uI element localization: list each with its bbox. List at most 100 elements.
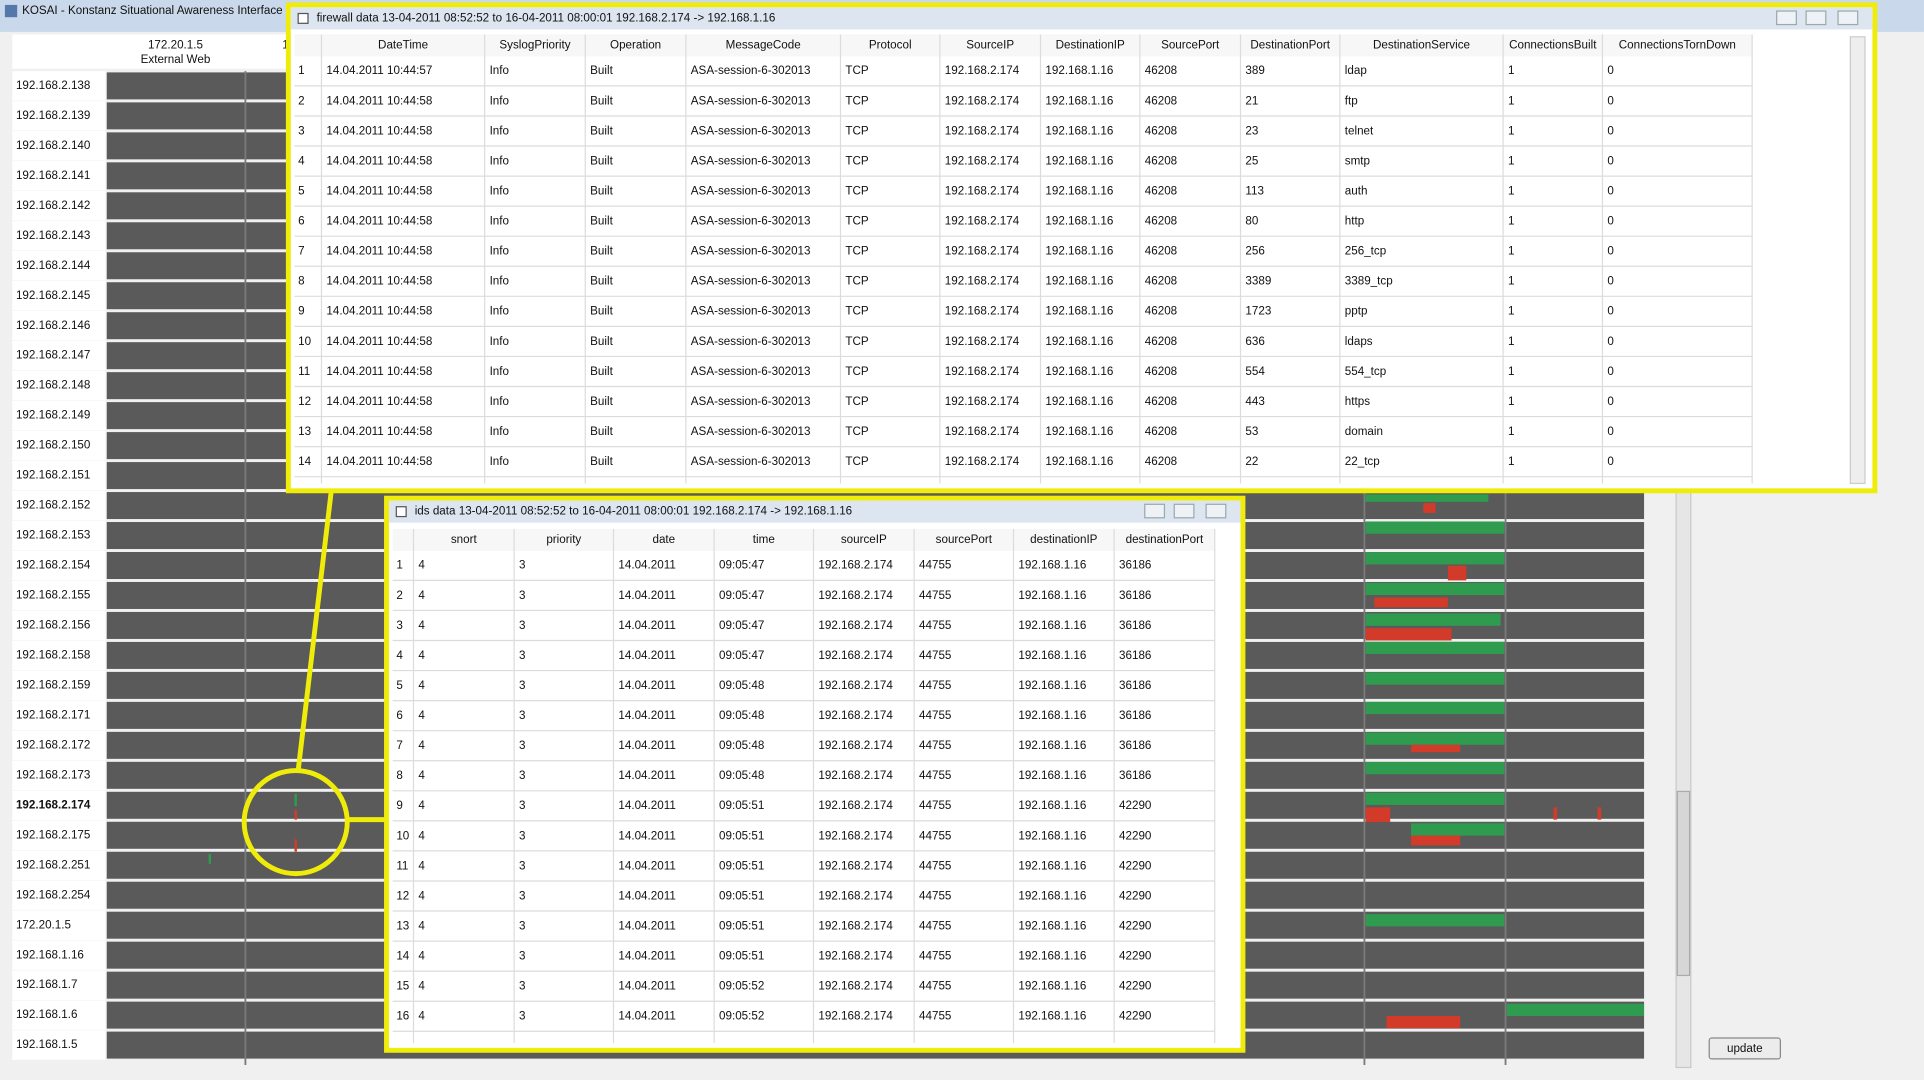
host-label-cell <box>12 820 106 851</box>
cell: auth <box>1345 184 1368 197</box>
row-number: 7 <box>298 245 304 258</box>
cell: 46208 <box>1145 425 1177 438</box>
cell: 1 <box>1508 335 1514 348</box>
cell: 443 <box>1245 395 1264 408</box>
row-number: 15 <box>396 980 409 993</box>
cell: 0 <box>1607 154 1614 167</box>
cell: 23 <box>1245 124 1258 137</box>
row-number: 12 <box>298 395 311 408</box>
cell: 0 <box>1607 425 1614 438</box>
cell: Built <box>590 425 613 438</box>
window-button[interactable] <box>1173 503 1195 519</box>
host-label-cell <box>12 550 106 581</box>
cell: Built <box>590 184 613 197</box>
cell: 256 <box>1245 245 1264 258</box>
row-number: 14 <box>298 455 311 468</box>
column-ip: 172.20.1.5 <box>148 38 203 51</box>
cell: 1723 <box>1245 305 1271 318</box>
host-label: 192.168.1.16 <box>16 948 84 961</box>
row-number: 7 <box>396 739 402 752</box>
cell: ftp <box>1345 94 1358 107</box>
scrollbar-thumb <box>1676 790 1691 977</box>
cell: 3 <box>519 859 525 872</box>
host-label: 192.168.2.155 <box>16 589 90 602</box>
cell: TCP <box>845 365 869 378</box>
cell: 46208 <box>1145 395 1177 408</box>
cell: 14.04.2011 10:44:58 <box>326 305 432 318</box>
cell: 09:05:52 <box>719 1010 764 1023</box>
cell: 14.04.2011 <box>618 769 675 782</box>
host-label: 192.168.2.145 <box>16 289 90 302</box>
cell: 1 <box>1508 365 1514 378</box>
host-label: 192.168.2.153 <box>16 529 90 542</box>
cell: 14.04.2011 10:44:58 <box>326 365 432 378</box>
cell: 192.168.1.16 <box>1018 829 1086 842</box>
window-icon <box>395 506 407 518</box>
cell: 3 <box>519 739 525 752</box>
cell: 554 <box>1245 365 1265 378</box>
host-label-cell <box>12 71 106 101</box>
window-button[interactable] <box>1776 10 1797 26</box>
row-number: 4 <box>298 154 305 167</box>
cell: 192.168.1.16 <box>1018 589 1086 602</box>
cell: ASA-session-6-302013 <box>691 365 811 378</box>
row-number: 3 <box>396 619 402 632</box>
cell: 1 <box>1508 215 1514 228</box>
cell: 46208 <box>1145 455 1177 468</box>
activity-stripe <box>1365 792 1505 805</box>
cell: 09:05:48 <box>719 679 764 692</box>
cell: 1 <box>1508 94 1514 107</box>
cell: 4 <box>418 919 425 932</box>
cell: http <box>1345 215 1364 228</box>
window-button[interactable] <box>1837 10 1859 26</box>
cell: 3 <box>519 649 525 662</box>
cell: 192.168.1.16 <box>1018 859 1086 872</box>
cell: 36186 <box>1119 559 1151 572</box>
cell: Info <box>490 215 509 228</box>
window-title: firewall data 13-04-2011 08:52:52 to 16-… <box>317 11 776 24</box>
cell: 4 <box>418 769 425 782</box>
cell: ASA-session-6-302013 <box>691 455 811 468</box>
window-button[interactable] <box>1144 503 1166 519</box>
cell: 192.168.2.174 <box>945 94 1020 107</box>
cell: 3 <box>519 829 525 842</box>
cell: 44755 <box>919 799 951 812</box>
host-label-cell <box>12 490 106 521</box>
cell: Built <box>590 335 613 348</box>
cell: 192.168.1.16 <box>1045 154 1113 167</box>
host-label: 192.168.2.144 <box>16 259 91 272</box>
cell: ASA-session-6-302013 <box>691 154 811 167</box>
cell: 192.168.1.16 <box>1018 709 1086 722</box>
window-button[interactable] <box>1805 10 1827 26</box>
update-button[interactable] <box>1708 1037 1781 1060</box>
column-header: SourcePort <box>1161 38 1220 51</box>
cell: Built <box>590 245 613 258</box>
host-label: 192.168.2.154 <box>16 559 91 572</box>
host-label: 192.168.2.149 <box>16 409 90 422</box>
cell: 14.04.2011 <box>618 950 675 963</box>
host-label: 192.168.2.141 <box>16 169 90 182</box>
host-label-cell <box>12 310 106 341</box>
cell: 36186 <box>1119 679 1151 692</box>
cell: 14.04.2011 10:44:58 <box>326 335 432 348</box>
row-number: 13 <box>396 919 409 932</box>
cell: 4 <box>418 799 425 812</box>
window-button[interactable] <box>1205 503 1227 519</box>
cell: 4 <box>418 619 425 632</box>
host-label: 192.168.1.6 <box>16 1008 78 1021</box>
cell: 192.168.1.16 <box>1018 919 1086 932</box>
cell: 192.168.2.174 <box>945 455 1020 468</box>
update-button-label[interactable]: update <box>1727 1042 1763 1055</box>
cell: 09:05:47 <box>719 589 764 602</box>
cell: 44755 <box>919 980 951 993</box>
cell: Built <box>590 395 613 408</box>
cell: 192.168.2.174 <box>818 709 893 722</box>
cell: 1 <box>1508 64 1514 77</box>
cell: Info <box>490 124 509 137</box>
cell: domain <box>1345 425 1383 438</box>
column-header: time <box>753 533 775 546</box>
cell: 09:05:48 <box>719 739 764 752</box>
row-number: 11 <box>396 859 408 872</box>
host-label-cell <box>12 191 106 221</box>
cell: 192.168.2.174 <box>818 559 893 572</box>
